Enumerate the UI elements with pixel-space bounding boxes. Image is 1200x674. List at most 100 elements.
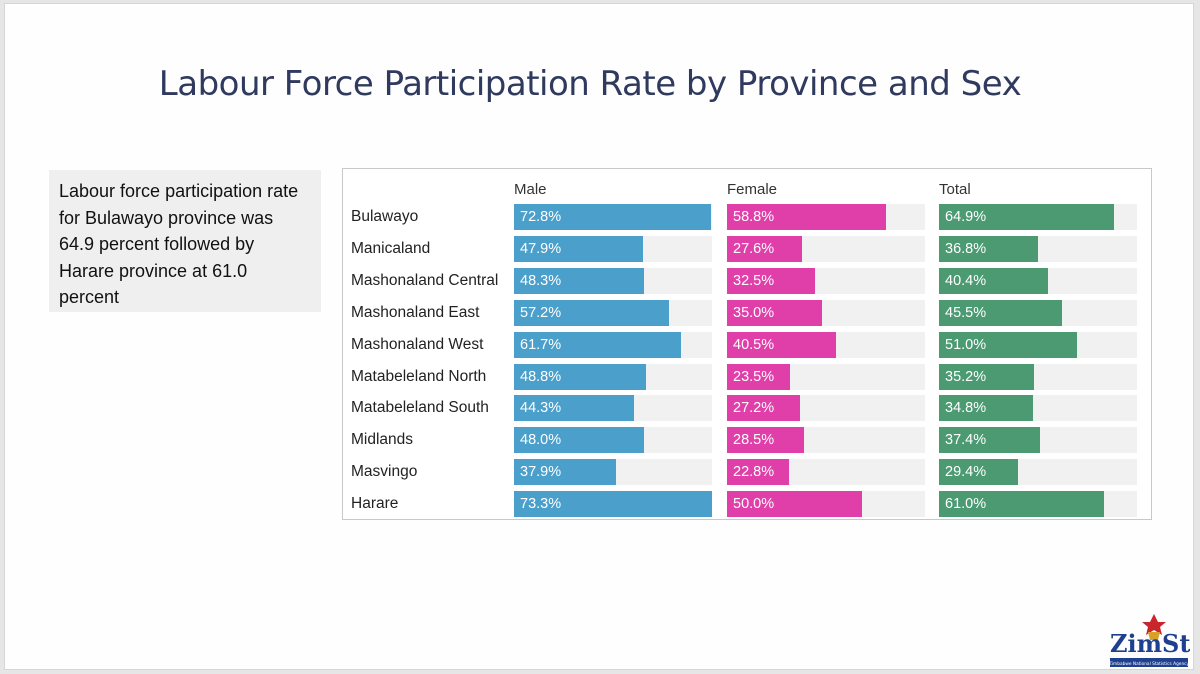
- bar-value-label: 22.8%: [733, 464, 775, 481]
- logo-wordmark: ZimStat: [1110, 629, 1190, 658]
- category-label: Bulawayo: [351, 208, 419, 225]
- column-header-male: Male: [514, 181, 547, 198]
- bar-female: 27.2%: [727, 395, 800, 422]
- bar-value-label: 48.3%: [520, 272, 562, 289]
- bar-female: 32.5%: [727, 267, 815, 294]
- bar-total: 61.0%: [939, 491, 1104, 518]
- bar-value-label: 44.3%: [520, 400, 562, 417]
- slide: Labour Force Participation Rate by Provi…: [4, 3, 1194, 670]
- bar-total: 36.8%: [939, 235, 1038, 262]
- bar-value-label: 61.7%: [520, 336, 562, 353]
- bar-track: 72.8%: [514, 204, 712, 230]
- slide-title: Labour Force Participation Rate by Provi…: [158, 64, 1022, 104]
- category-label: Masvingo: [351, 463, 418, 481]
- bar-track: 44.3%: [514, 395, 712, 422]
- bar-value-label: 51.0%: [945, 336, 987, 353]
- bar-track: 34.8%: [939, 395, 1137, 422]
- bar-total: 40.4%: [939, 267, 1048, 294]
- bar-track: 40.5%: [727, 331, 925, 358]
- bar-track: 50.0%: [727, 491, 925, 518]
- category-label: Manicaland: [351, 239, 431, 257]
- bar-value-label: 40.4%: [945, 272, 987, 289]
- category-label: Mashonaland Central: [351, 271, 499, 289]
- bar-track: 64.9%: [939, 204, 1137, 230]
- bar-track: 48.0%: [514, 427, 712, 454]
- bar-value-label: 37.4%: [945, 432, 987, 449]
- bar-male: 57.2%: [514, 299, 669, 326]
- bar-male: 48.8%: [514, 363, 646, 390]
- bar-track: 22.8%: [727, 459, 925, 486]
- logo-band: [1110, 658, 1188, 667]
- bar-track: 37.9%: [514, 459, 712, 486]
- bar-track: 32.5%: [727, 267, 925, 294]
- bar-female: 35.0%: [727, 299, 822, 326]
- bar-female: 58.8%: [727, 204, 886, 230]
- bar-female: 28.5%: [727, 427, 804, 454]
- bar-track: 40.4%: [939, 267, 1137, 294]
- bar-value-label: 29.4%: [945, 464, 987, 481]
- chart-container: Male Female Total Bulawayo 72.8% 58.8% 64.9% Ma…: [342, 168, 1152, 520]
- bar-total: 64.9%: [939, 204, 1114, 230]
- bar-female: 50.0%: [727, 491, 862, 518]
- logo-bird: [1148, 632, 1160, 640]
- bar-track: 57.2%: [514, 299, 712, 326]
- bar-track: 27.6%: [727, 235, 925, 262]
- bar-track: 28.5%: [727, 427, 925, 454]
- bar-value-label: 48.8%: [520, 368, 562, 385]
- bar-value-label: 73.3%: [520, 496, 562, 513]
- logo-star: [1142, 614, 1166, 635]
- bar-value-label: 50.0%: [733, 496, 775, 513]
- bar-male: 44.3%: [514, 395, 634, 422]
- bar-total: 37.4%: [939, 427, 1040, 454]
- bar-female: 27.6%: [727, 235, 802, 262]
- bar-track: 45.5%: [939, 299, 1137, 326]
- bar-value-label: 48.0%: [520, 432, 562, 449]
- bar-value-label: 23.5%: [733, 368, 775, 385]
- bar-value-label: 35.0%: [733, 304, 775, 321]
- bar-value-label: 57.2%: [520, 304, 562, 321]
- bar-track: 51.0%: [939, 331, 1137, 358]
- bar-value-label: 27.2%: [733, 400, 775, 417]
- bar-value-label: 40.5%: [733, 336, 775, 353]
- bar-value-label: 37.9%: [520, 464, 562, 481]
- bar-track: 47.9%: [514, 235, 712, 262]
- bar-male: 48.0%: [514, 427, 644, 454]
- bar-male: 72.8%: [514, 204, 711, 230]
- bar-male: 61.7%: [514, 331, 681, 358]
- bar-value-label: 27.6%: [733, 240, 775, 257]
- bar-track: 48.3%: [514, 267, 712, 294]
- bar-track: 58.8%: [727, 204, 925, 230]
- bar-female: 40.5%: [727, 331, 836, 358]
- bar-value-label: 61.0%: [945, 496, 987, 513]
- bar-total: 29.4%: [939, 459, 1018, 486]
- category-label: Mashonaland West: [351, 335, 484, 353]
- bar-track: 48.8%: [514, 363, 712, 390]
- bar-track: 61.0%: [939, 491, 1137, 518]
- bar-track: 35.0%: [727, 299, 925, 326]
- category-label: Matabeleland South: [351, 399, 489, 417]
- bar-value-label: 72.8%: [520, 209, 562, 225]
- bar-total: 51.0%: [939, 331, 1077, 358]
- bar-track: 61.7%: [514, 331, 712, 358]
- bar-value-label: 28.5%: [733, 432, 775, 449]
- category-label: Matabeleland North: [351, 367, 487, 385]
- bar-track: 23.5%: [727, 363, 925, 390]
- bar-total: 35.2%: [939, 363, 1034, 390]
- bar-female: 23.5%: [727, 363, 790, 390]
- zimstat-logo: ZimStat Zimbabwe National Statistics Age…: [1109, 614, 1190, 667]
- bar-track: 73.3%: [514, 491, 712, 518]
- column-header-female: Female: [727, 181, 778, 198]
- summary-note: Labour force participation rate for Bula…: [49, 170, 321, 312]
- bar-male: 47.9%: [514, 235, 643, 262]
- bar-value-label: 35.2%: [945, 368, 987, 385]
- bar-value-label: 32.5%: [733, 272, 775, 289]
- bar-male: 73.3%: [514, 491, 712, 518]
- column-header-total: Total: [939, 181, 971, 198]
- category-label: Harare: [351, 495, 399, 513]
- bar-track: 35.2%: [939, 363, 1137, 390]
- logo-subtext: Zimbabwe National Statistics Agency: [1109, 661, 1190, 667]
- bar-value-label: 45.5%: [945, 304, 987, 321]
- category-label: Mashonaland East: [351, 303, 480, 321]
- bar-value-label: 47.9%: [520, 240, 562, 257]
- bar-male: 37.9%: [514, 459, 616, 486]
